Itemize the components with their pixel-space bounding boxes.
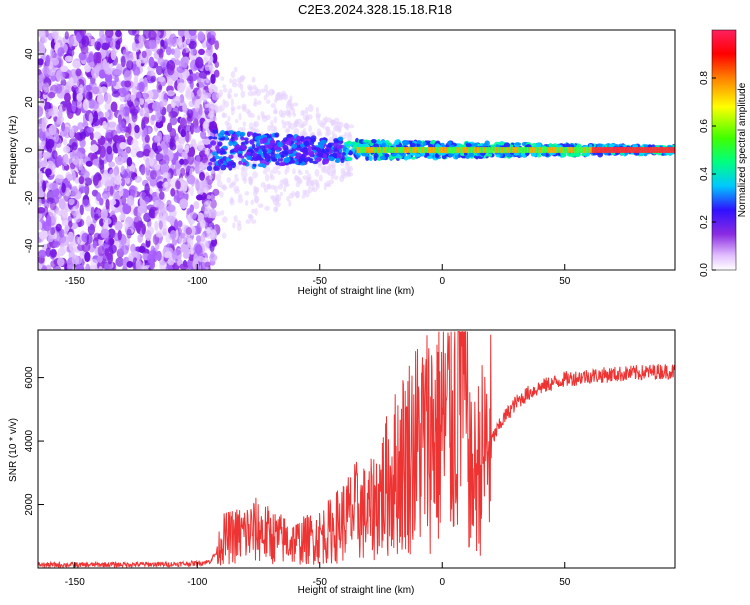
spectrogram-x-label: Height of straight line (km) xyxy=(298,286,415,297)
x-tick-label: -150 xyxy=(65,577,85,588)
figure-title: C2E3.2024.328.15.18.R18 xyxy=(298,2,452,17)
spectrogram-y-axis: -40 -20 0 20 40 xyxy=(24,48,44,253)
snr-y-axis: 2000 4000 6000 xyxy=(24,366,44,516)
x-tick-label: -50 xyxy=(313,276,328,287)
spectrogram-y-label: Frequency (Hz) xyxy=(8,116,19,185)
y-tick-label: 4000 xyxy=(24,430,35,453)
snr-x-label: Height of straight line (km) xyxy=(298,585,415,596)
colorbar-tick-label: 0.0 xyxy=(699,263,710,277)
y-tick-label: 6000 xyxy=(24,366,35,389)
x-tick-label: 0 xyxy=(439,276,445,287)
colorbar-label: Normalized spectral amplitude xyxy=(737,82,748,217)
snr-y-label: SNR (10 * v/v) xyxy=(8,418,19,482)
snr-frame xyxy=(37,329,676,569)
snr-x-axis: -150 -100 -50 0 50 xyxy=(65,562,571,588)
colorbar-gradient xyxy=(711,29,737,271)
x-tick-label: -100 xyxy=(187,577,207,588)
spectrogram-panel: -150 -100 -50 0 50 -40 -20 0 20 40 Height of str… xyxy=(8,29,676,297)
x-tick-label: 50 xyxy=(559,577,571,588)
colorbar-tick-label: 0.6 xyxy=(699,119,710,133)
y-tick-label: 40 xyxy=(24,48,35,60)
snr-series-line xyxy=(38,331,675,568)
y-tick-label: -20 xyxy=(24,190,35,205)
y-tick-label: 2000 xyxy=(24,493,35,516)
x-tick-label: 0 xyxy=(439,577,445,588)
x-tick-label: -150 xyxy=(65,276,85,287)
spectrogram-cells xyxy=(38,30,675,270)
colorbar: 0.0 0.2 0.4 0.6 0.8 Normalized spectral ampl… xyxy=(699,29,748,277)
x-tick-label: 50 xyxy=(559,276,571,287)
y-tick-label: 20 xyxy=(24,96,35,108)
colorbar-ticks: 0.0 0.2 0.4 0.6 0.8 xyxy=(699,71,716,277)
colorbar-tick-label: 0.2 xyxy=(699,215,710,229)
colorbar-tick-label: 0.4 xyxy=(699,167,710,181)
y-tick-label: 0 xyxy=(24,147,35,153)
spectrogram-x-axis: -150 -100 -50 0 50 xyxy=(65,264,571,287)
x-tick-label: -50 xyxy=(313,577,328,588)
y-tick-label: -40 xyxy=(24,238,35,253)
snr-panel: -150 -100 -50 0 50 2000 4000 6000 Height of st… xyxy=(8,329,676,596)
colorbar-tick-label: 0.8 xyxy=(699,71,710,85)
x-tick-label: -100 xyxy=(187,276,207,287)
